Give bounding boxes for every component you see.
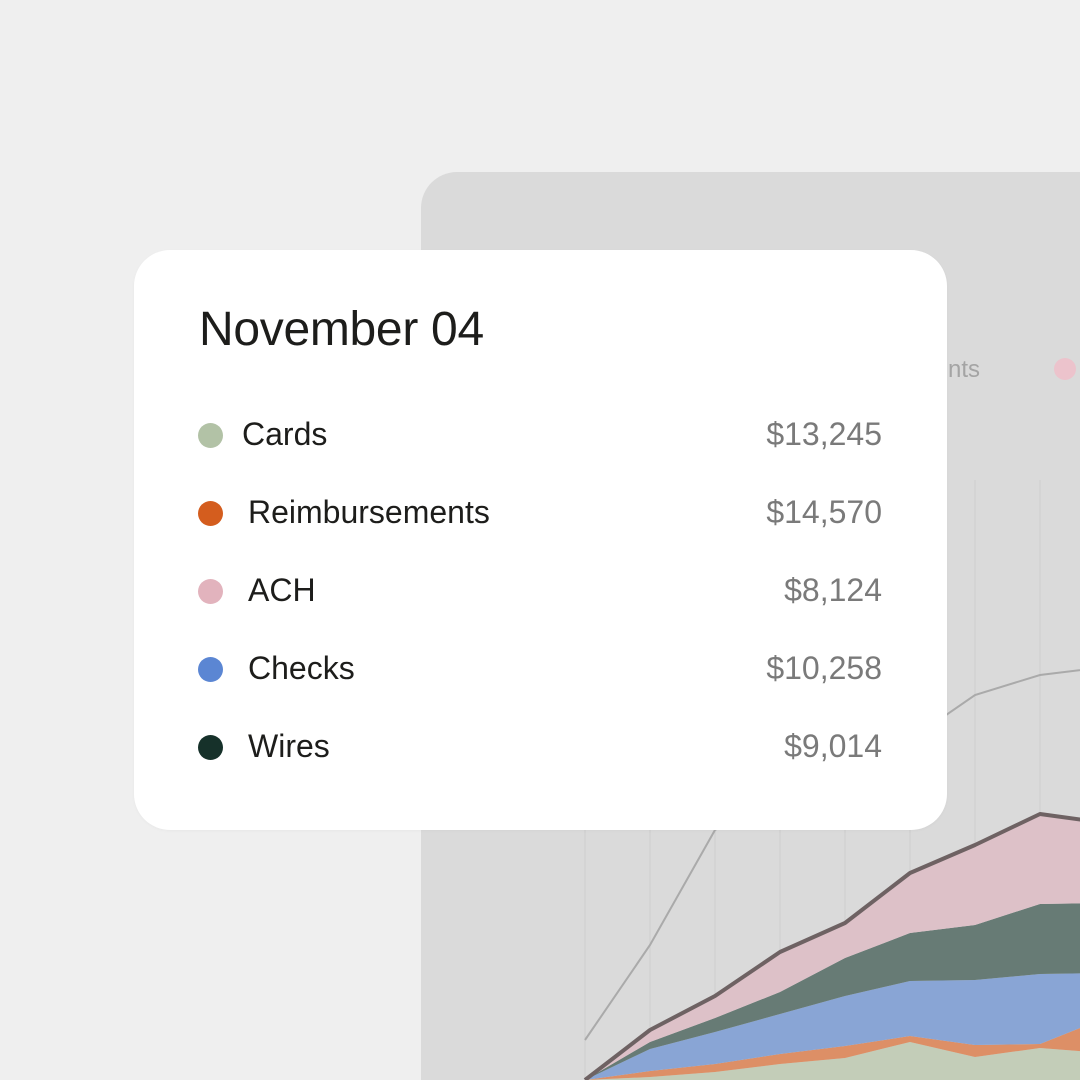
tooltip-card: November 04 Cards $13,245 Reimbursements… xyxy=(134,250,947,830)
ach-label: ACH xyxy=(248,572,316,608)
cards-value: $13,245 xyxy=(766,416,882,452)
checks-value: $10,258 xyxy=(766,650,882,686)
area-series-checks xyxy=(585,973,1080,1080)
area-series-reimbursements xyxy=(585,1018,1080,1080)
tooltip-row-cards: Cards $13,245 xyxy=(198,414,882,454)
checks-label: Checks xyxy=(248,650,355,686)
background-legend-dot xyxy=(1054,358,1076,380)
area-series-ach xyxy=(585,814,1080,1080)
reimbursements-dot-icon xyxy=(198,501,223,526)
tooltip-date: November 04 xyxy=(199,303,484,356)
ach-value: $8,124 xyxy=(784,572,882,608)
background-legend-label: nts xyxy=(947,356,980,383)
wires-dot-icon xyxy=(198,735,223,760)
checks-dot-icon xyxy=(198,657,223,682)
area-series-cards xyxy=(585,1042,1080,1080)
tooltip-row-checks: Checks $10,258 xyxy=(198,648,882,688)
wires-label: Wires xyxy=(248,728,330,764)
total-line xyxy=(583,812,1080,1080)
ach-dot-icon xyxy=(198,579,223,604)
reimbursements-label: Reimbursements xyxy=(248,494,490,530)
tooltip-row-reimbursements: Reimbursements $14,570 xyxy=(198,492,882,532)
wires-value: $9,014 xyxy=(784,728,882,764)
area-series-wires xyxy=(585,903,1080,1080)
tooltip-row-ach: ACH $8,124 xyxy=(198,570,882,610)
cards-dot-icon xyxy=(198,423,223,448)
cards-label: Cards xyxy=(242,416,328,452)
tooltip-row-wires: Wires $9,014 xyxy=(198,726,882,766)
reimbursements-value: $14,570 xyxy=(766,494,882,530)
